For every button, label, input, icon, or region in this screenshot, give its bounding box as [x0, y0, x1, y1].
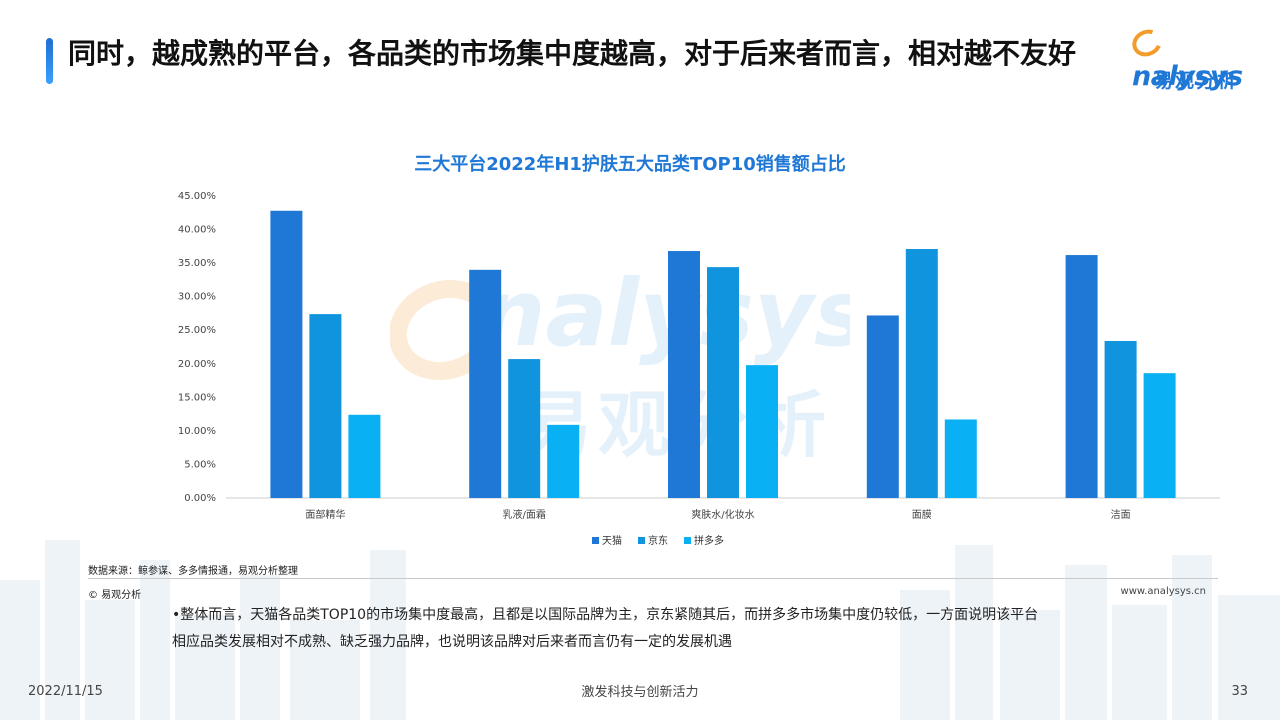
y-tick-label: 35.00%	[178, 258, 216, 269]
y-tick-label: 5.00%	[184, 459, 216, 470]
y-tick-label: 10.00%	[178, 426, 216, 437]
y-tick-label: 30.00%	[178, 292, 216, 303]
y-tick-label: 40.00%	[178, 225, 216, 236]
page-number: 33	[1231, 684, 1248, 699]
bar	[707, 267, 739, 498]
legend-swatch	[684, 537, 691, 544]
x-tick-label: 面膜	[912, 509, 932, 521]
bar	[348, 414, 381, 498]
bar	[866, 315, 899, 498]
bar	[508, 359, 541, 498]
skyline-background	[0, 540, 1280, 720]
bar	[469, 269, 502, 498]
bar	[1065, 255, 1098, 498]
footer-date: 2022/11/15	[28, 684, 103, 699]
y-tick-label: 15.00%	[178, 392, 216, 403]
bar	[547, 424, 580, 498]
bar	[746, 365, 778, 498]
legend-swatch	[592, 537, 599, 544]
bar	[1143, 373, 1176, 498]
bar	[270, 210, 303, 498]
bar	[944, 419, 977, 498]
title-accent-bar	[46, 38, 53, 84]
divider	[88, 578, 1218, 579]
analysys-logo: nalysys 易观分析	[1127, 24, 1262, 94]
summary-text: •整体而言，天猫各品类TOP10的市场集中度最高，且都是以国际品牌为主，京东紧随…	[172, 607, 1039, 650]
bar-chart: 0.00% 5.00% 10.00% 15.00% 20.00% 25.00% 30.00%…	[178, 191, 1220, 547]
logo-brand-cn: 易观分析	[1154, 70, 1239, 92]
chart-title: 三大平台2022年H1护肤五大品类TOP10销售额占比	[414, 154, 846, 175]
logo-wordmark: nalysys	[1127, 24, 1262, 92]
legend-label: 天猫	[602, 534, 622, 547]
y-tick-label: 25.00%	[178, 325, 216, 336]
legend-swatch	[638, 537, 645, 544]
website-link[interactable]: www.analysys.cn	[1120, 586, 1206, 597]
legend-label: 拼多多	[694, 534, 724, 547]
page-title: 同时，越成熟的平台，各品类的市场集中度越高，对于后来者而言，相对越不友好	[68, 37, 1077, 70]
logo-brand-en: nalysys	[1132, 61, 1243, 92]
footer-slogan: 激发科技与创新活力	[581, 685, 699, 700]
bar	[905, 249, 938, 498]
y-tick-label: 45.00%	[178, 191, 216, 202]
y-tick-label: 20.00%	[178, 359, 216, 370]
x-tick-label: 面部精华	[305, 508, 345, 521]
legend-label: 京东	[648, 534, 668, 547]
copyright: © 易观分析	[88, 590, 142, 601]
bar	[1104, 340, 1137, 498]
bar	[668, 251, 700, 498]
x-tick-label: 乳液/面霜	[503, 508, 546, 521]
y-tick-label: 0.00%	[184, 493, 216, 504]
x-tick-label: 洁面	[1111, 508, 1131, 521]
x-tick-label: 爽肤水/化妆水	[691, 508, 754, 521]
data-source: 数据来源：鲸参谋、多多情报通，易观分析整理	[88, 566, 298, 577]
bar	[309, 314, 342, 498]
logo-ring-icon	[1127, 24, 1167, 62]
